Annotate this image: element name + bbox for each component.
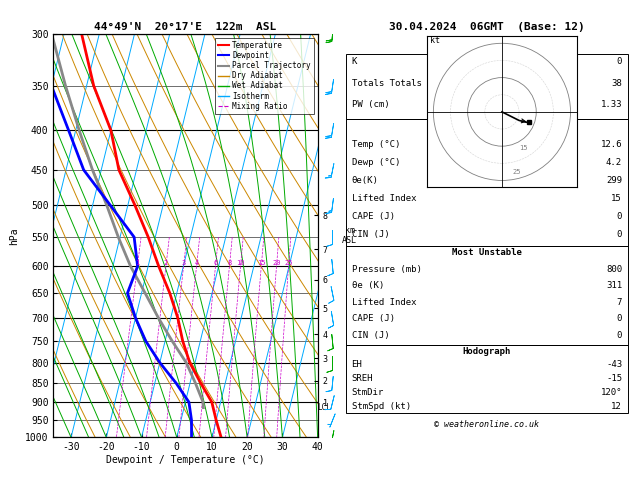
Text: 20: 20 — [272, 260, 281, 266]
Text: 25: 25 — [284, 260, 293, 266]
Text: Hodograph: Hodograph — [463, 347, 511, 356]
Text: © weatheronline.co.uk: © weatheronline.co.uk — [435, 420, 539, 429]
Text: PW (cm): PW (cm) — [352, 101, 389, 109]
Bar — [346, 345, 628, 413]
Text: 0: 0 — [616, 330, 622, 340]
Text: Pressure (mb): Pressure (mb) — [352, 265, 421, 274]
Text: θe(K): θe(K) — [352, 176, 379, 185]
Text: SREH: SREH — [352, 374, 373, 383]
Bar — [346, 119, 628, 246]
Text: Lifted Index: Lifted Index — [352, 298, 416, 307]
Text: 25: 25 — [512, 169, 521, 174]
Text: 120°: 120° — [601, 388, 622, 397]
Text: Most Unstable: Most Unstable — [452, 248, 522, 257]
Text: StmDir: StmDir — [352, 388, 384, 397]
Text: CAPE (J): CAPE (J) — [352, 212, 394, 221]
Text: 30.04.2024  06GMT  (Base: 12): 30.04.2024 06GMT (Base: 12) — [389, 21, 585, 32]
Text: K: K — [352, 57, 357, 67]
Text: -43: -43 — [606, 361, 622, 369]
Text: 0: 0 — [616, 230, 622, 240]
Text: Temp (°C): Temp (°C) — [352, 139, 400, 149]
Text: 311: 311 — [606, 281, 622, 290]
Text: 3: 3 — [181, 260, 186, 266]
Text: 12: 12 — [611, 401, 622, 411]
Text: Totals Totals: Totals Totals — [352, 79, 421, 88]
Bar — [346, 246, 628, 345]
Text: StmSpd (kt): StmSpd (kt) — [352, 401, 411, 411]
Text: 0: 0 — [616, 314, 622, 323]
Text: 1: 1 — [135, 260, 140, 266]
Text: 299: 299 — [606, 176, 622, 185]
Text: Surface: Surface — [468, 122, 506, 130]
Text: 4: 4 — [194, 260, 199, 266]
Text: -15: -15 — [606, 374, 622, 383]
Text: 2: 2 — [164, 260, 168, 266]
Text: CIN (J): CIN (J) — [352, 330, 389, 340]
X-axis label: Dewpoint / Temperature (°C): Dewpoint / Temperature (°C) — [106, 455, 265, 465]
Y-axis label: hPa: hPa — [9, 227, 19, 244]
Text: 4.2: 4.2 — [606, 158, 622, 167]
Y-axis label: km
ASL: km ASL — [342, 226, 357, 245]
Text: 1.33: 1.33 — [601, 101, 622, 109]
Text: 7: 7 — [616, 298, 622, 307]
Text: kt: kt — [430, 36, 440, 45]
Bar — [346, 54, 628, 119]
Text: 38: 38 — [611, 79, 622, 88]
Text: EH: EH — [352, 361, 362, 369]
Text: LCL: LCL — [318, 403, 331, 412]
Text: 10: 10 — [237, 260, 245, 266]
Text: θe (K): θe (K) — [352, 281, 384, 290]
Text: 8: 8 — [227, 260, 231, 266]
Text: 15: 15 — [519, 145, 528, 151]
Title: 44°49'N  20°17'E  122m  ASL: 44°49'N 20°17'E 122m ASL — [94, 22, 277, 32]
Text: CIN (J): CIN (J) — [352, 230, 389, 240]
Text: 800: 800 — [606, 265, 622, 274]
Text: 6: 6 — [213, 260, 218, 266]
Text: 15: 15 — [257, 260, 265, 266]
Text: CAPE (J): CAPE (J) — [352, 314, 394, 323]
Legend: Temperature, Dewpoint, Parcel Trajectory, Dry Adiabat, Wet Adiabat, Isotherm, Mi: Temperature, Dewpoint, Parcel Trajectory… — [214, 38, 314, 114]
Text: 15: 15 — [611, 194, 622, 203]
Text: Dewp (°C): Dewp (°C) — [352, 158, 400, 167]
Text: 0: 0 — [616, 212, 622, 221]
Text: 12.6: 12.6 — [601, 139, 622, 149]
Text: Lifted Index: Lifted Index — [352, 194, 416, 203]
Text: 0: 0 — [616, 57, 622, 67]
